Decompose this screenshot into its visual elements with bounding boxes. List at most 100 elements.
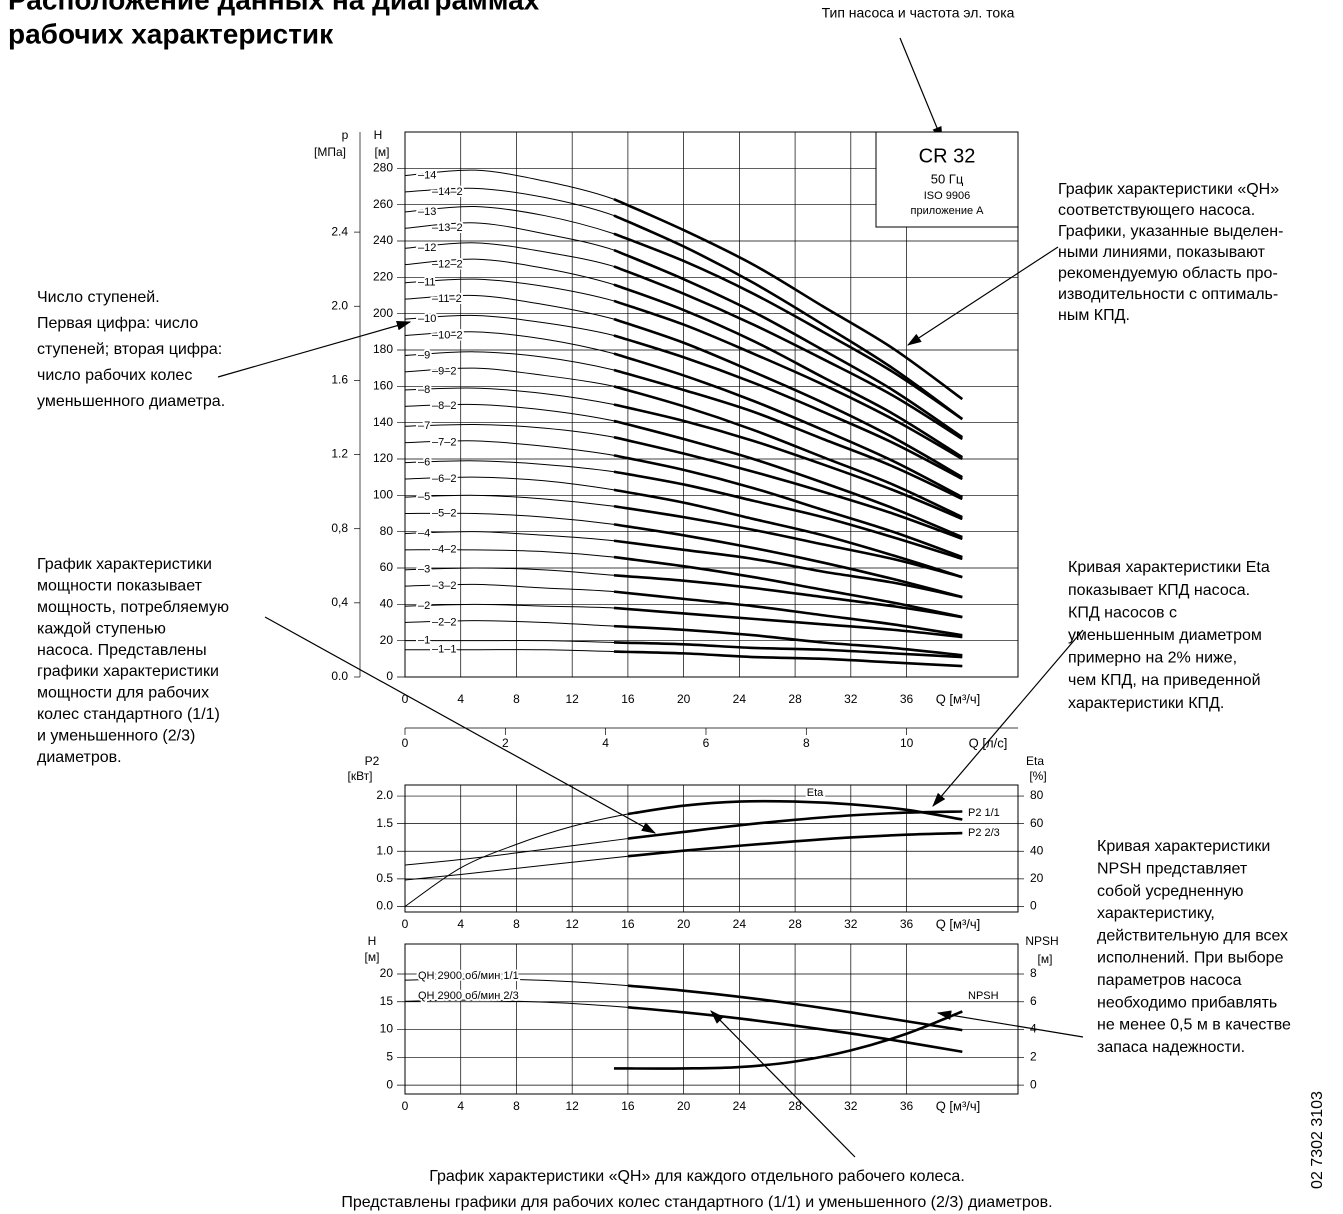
annotation: примерно на 2% ниже,	[1068, 650, 1237, 667]
series-label: QH 2900 об/мин 1/1	[418, 970, 519, 982]
series-line-recommended	[613, 265, 963, 441]
x-tick-label: 0	[402, 692, 409, 706]
series-line-recommended	[613, 403, 963, 521]
x-tick-label: 16	[621, 1099, 635, 1113]
y2-tick-label: 2.4	[331, 224, 348, 238]
series-line-recommended	[613, 368, 963, 501]
box-text: 50 Гц	[931, 171, 964, 186]
y-tick-label: 10	[380, 1022, 394, 1036]
series-line-recommended	[613, 232, 964, 421]
annotation: Кривая характеристики	[1097, 838, 1270, 855]
y-axis-unit: [кВт]	[347, 769, 372, 783]
x-tick-label: 8	[513, 917, 520, 931]
series-label: –4	[418, 527, 430, 539]
y-tick-label: 260	[373, 197, 393, 211]
annotation: колес стандартного (1/1)	[37, 706, 220, 723]
y-axis-unit: [м]	[375, 145, 390, 159]
series-line-recommended	[627, 799, 963, 821]
series-line-recommended	[613, 539, 963, 599]
annotation: соответствующего насоса.	[1058, 202, 1255, 219]
x-tick-label: 20	[677, 692, 691, 706]
series-line-recommended	[627, 810, 963, 840]
page-title: рабочих характеристик	[8, 18, 334, 49]
y-axis-unit: [м]	[365, 950, 380, 964]
annotation: Кривая характеристики Eta	[1068, 559, 1270, 576]
y2-tick-label: 0	[1030, 899, 1037, 913]
type-box	[875, 131, 1019, 228]
y2-tick-label: 6	[1030, 994, 1037, 1008]
annotation: Число ступеней.	[37, 289, 160, 306]
annotation: Первая цифра: число	[37, 315, 198, 332]
x2-tick-label: 0	[402, 736, 409, 750]
x-tick-label: 36	[900, 917, 914, 931]
annotation: уменьшенного диаметра.	[37, 393, 225, 410]
series-label: –3	[418, 564, 430, 576]
annotation: мощность, потребляемую	[37, 599, 229, 616]
page-title: Расположение данных на диаграммах	[8, 0, 540, 15]
y2-tick-label: 2.0	[331, 298, 348, 312]
x-tick-label: 32	[844, 692, 858, 706]
series-label: NPSH	[968, 990, 999, 1002]
y-tick-label: 160	[373, 379, 393, 393]
series-line-recommended	[613, 283, 963, 459]
y2-tick-label: 8	[1030, 966, 1037, 980]
y-tick-label: 20	[380, 966, 394, 980]
x-tick-label: 0	[402, 1099, 409, 1113]
series-line-recommended	[613, 248, 964, 439]
series-label: –14–2	[432, 186, 463, 198]
x-tick-label: 20	[677, 917, 691, 931]
x-tick-label: 32	[844, 1099, 858, 1113]
series-label: –11	[418, 277, 436, 289]
series-line-recommended	[613, 555, 963, 619]
annotation: Представлены графики для рабочих колес с…	[341, 1194, 1052, 1211]
series-line-recommended	[613, 352, 963, 499]
x-tick-label: 20	[677, 1099, 691, 1113]
y2-tick-label: 80	[1030, 788, 1044, 802]
series-label: –6	[418, 457, 430, 469]
chart: 0 4 8 12 16 20 24 28 32 36 Q [м³/ч] 0 20 40 60 80 100 120…	[314, 128, 1019, 706]
series-label: –4–2	[432, 544, 456, 556]
y2-axis-unit: [%]	[1029, 769, 1046, 783]
x-tick-label: 8	[513, 692, 520, 706]
annotation: и уменьшенного (2/3)	[37, 727, 195, 744]
annotation: График характеристики «QH» для каждого о…	[429, 1168, 965, 1185]
annotation: характеристики КПД.	[1068, 695, 1224, 712]
series-label: –14	[418, 170, 436, 182]
box-text: приложение A	[911, 205, 985, 217]
x-tick-label: 24	[733, 1099, 747, 1113]
plot-frame	[404, 943, 1019, 1095]
box-text: CR 32	[919, 145, 976, 167]
series-label: –12–2	[432, 259, 463, 271]
annotation: запаса надежности.	[1097, 1039, 1245, 1056]
y2-axis-label: NPSH	[1025, 934, 1058, 948]
series-label: –11–2	[432, 293, 462, 305]
annotation: каждой ступенью	[37, 620, 166, 637]
y-tick-label: 140	[373, 415, 393, 429]
y-tick-label: 0	[386, 1077, 393, 1091]
annotation: исполнений. При выборе	[1097, 950, 1284, 967]
x2-tick-label: 10	[900, 736, 914, 750]
y-tick-label: 180	[373, 342, 393, 356]
y2-tick-label: 0.0	[331, 669, 348, 683]
annotation: ным КПД.	[1058, 307, 1130, 324]
x-axis-label: Q [м³/ч]	[936, 1098, 981, 1113]
x-tick-label: 0	[402, 917, 409, 931]
x2-tick-label: 6	[703, 736, 710, 750]
x-tick-label: 16	[621, 917, 635, 931]
y2-tick-label: 0	[1030, 1077, 1037, 1091]
series-line-recommended	[613, 198, 964, 401]
annotation: уменьшенным диаметром	[1068, 627, 1262, 644]
series-line-recommended	[613, 317, 963, 479]
y-tick-label: 60	[380, 560, 394, 574]
x2-tick-label: 8	[803, 736, 810, 750]
series-line-recommended	[613, 641, 963, 659]
x-axis-label: Q [м³/ч]	[936, 691, 981, 706]
series-label: –2	[418, 600, 430, 612]
annotation: действительную для всех	[1097, 927, 1288, 944]
annotation: параметров насоса	[1097, 972, 1242, 989]
annotation: рекомендуемую область про-	[1058, 265, 1278, 282]
annotation: насоса. Представлены	[37, 642, 207, 659]
series-line-recommended	[613, 419, 963, 539]
series-line-recommended	[613, 435, 963, 541]
series-line-recommended	[627, 1006, 963, 1054]
